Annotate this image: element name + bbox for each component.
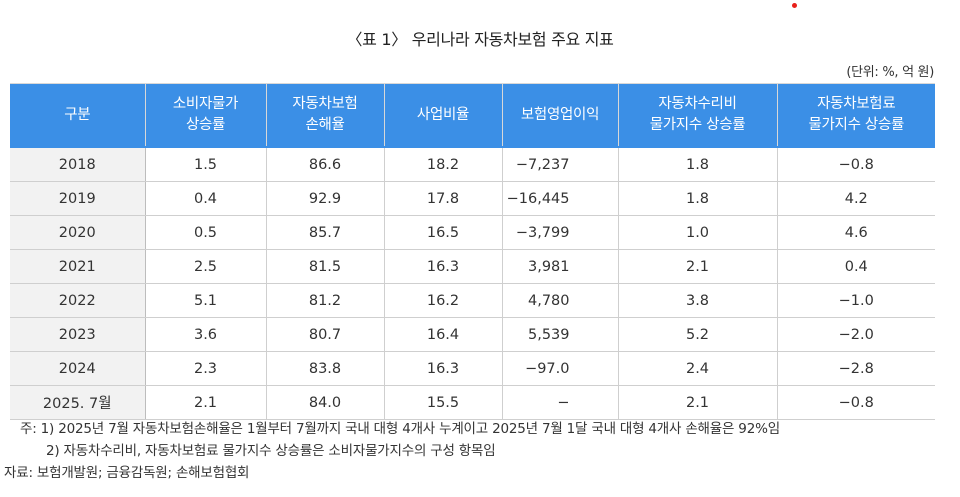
cell-premium-index: −2.8: [776, 351, 935, 386]
cell-year: 2024: [10, 351, 146, 386]
red-marker-dot: [792, 3, 797, 8]
cell-expense-ratio: 16.3: [383, 249, 502, 284]
cell-cpi-growth: 1.5: [144, 146, 266, 182]
cell-underwriting-profit: −3,799: [501, 215, 618, 250]
cell-expense-ratio: 16.5: [383, 215, 502, 250]
table-row: 2023 3.6 80.7 16.4 5,539 5.2 −2.0: [10, 317, 935, 352]
cell-expense-ratio: 16.3: [383, 351, 502, 386]
cell-cpi-growth: 2.5: [144, 249, 266, 284]
cell-cpi-growth: 0.4: [144, 181, 266, 216]
table-row: 2021 2.5 81.5 16.3 3,981 2.1 0.4: [10, 249, 935, 284]
cell-year: 2025. 7월: [10, 385, 146, 420]
cell-year: 2022: [10, 283, 146, 318]
cell-cpi-growth: 2.3: [144, 351, 266, 386]
cell-repair-cost-index: 1.8: [617, 181, 777, 216]
header-label-line: 소비자물가: [172, 96, 239, 112]
cell-premium-index: 0.4: [776, 249, 935, 284]
cell-underwriting-profit: 3,981: [501, 249, 618, 284]
header-label-line: 구분: [64, 106, 91, 123]
cell-repair-cost-index: 1.8: [617, 146, 777, 182]
footnote-1: 주: 1) 2025년 7월 자동차보험손해율은 1월부터 7월까지 국내 대형…: [20, 421, 780, 437]
cell-year: 2020: [10, 215, 146, 250]
cell-underwriting-profit: −7,237: [501, 146, 618, 182]
cell-repair-cost-index: 2.1: [617, 249, 777, 284]
cell-repair-cost-index: 5.2: [617, 317, 777, 352]
cell-expense-ratio: 17.8: [383, 181, 502, 216]
header-label-line: 물가지수 상승률: [649, 117, 746, 133]
notes-section: 주: 1) 2025년 7월 자동차보험손해율은 1월부터 7월까지 국내 대형…: [0, 418, 960, 484]
cell-loss-ratio: 80.7: [265, 317, 384, 352]
cell-year: 2018: [10, 146, 146, 182]
table-row: 2018 1.5 86.6 18.2 −7,237 1.8 −0.8: [10, 146, 935, 182]
unit-label: (단위: %, 억 원): [846, 65, 934, 80]
cell-cpi-growth: 2.1: [144, 385, 266, 420]
header-row: 구분 소비자물가 상승률 자동차보험 손해율 사업비율 보험영업이익 자동차수리비 물가지수 상…: [10, 83, 935, 147]
header-label-line: 물가지수 상승률: [808, 117, 905, 133]
cell-expense-ratio: 15.5: [383, 385, 502, 420]
cell-loss-ratio: 92.9: [265, 181, 384, 216]
cell-loss-ratio: 83.8: [265, 351, 384, 386]
cell-repair-cost-index: 2.4: [617, 351, 777, 386]
header-label-line: 손해율: [305, 117, 345, 133]
cell-loss-ratio: 81.2: [265, 283, 384, 318]
cell-underwriting-profit: −97.0: [501, 351, 618, 386]
header-label-line: 상승률: [185, 117, 226, 133]
header-label-line: 보험영업이익: [520, 106, 600, 123]
header-underwriting-profit: 보험영업이익: [501, 83, 619, 147]
cell-premium-index: −2.0: [776, 317, 935, 352]
cell-year: 2019: [10, 181, 146, 216]
cell-expense-ratio: 18.2: [383, 146, 502, 182]
header-expense-ratio: 사업비율: [383, 83, 503, 147]
header-label-line: 자동차보험: [292, 96, 358, 112]
table-row: 2020 0.5 85.7 16.5 −3,799 1.0 4.6: [10, 215, 935, 250]
cell-loss-ratio: 85.7: [265, 215, 384, 250]
cell-cpi-growth: 3.6: [144, 317, 266, 352]
source-line: 자료: 보험개발원; 금융감독원; 손해보험협회: [4, 465, 250, 481]
table-title: 〈표 1〉 우리나라 자동차보험 주요 지표: [346, 30, 614, 49]
header-category: 구분: [10, 83, 146, 147]
header-label-line: 자동차보험료: [817, 96, 896, 112]
cell-loss-ratio: 84.0: [265, 385, 384, 420]
cell-underwriting-profit: 4,780: [501, 283, 618, 318]
cell-expense-ratio: 16.4: [383, 317, 502, 352]
table-row: 2019 0.4 92.9 17.8 −16,445 1.8 4.2: [10, 181, 935, 216]
cell-premium-index: −1.0: [776, 283, 935, 318]
cell-repair-cost-index: 3.8: [617, 283, 777, 318]
cell-year: 2021: [10, 249, 146, 284]
cell-loss-ratio: 81.5: [265, 249, 384, 284]
cell-premium-index: −0.8: [776, 385, 935, 420]
cell-premium-index: −0.8: [776, 146, 935, 182]
table-body: 2018 1.5 86.6 18.2 −7,237 1.8 −0.8 2019 0.4 92.9 1…: [10, 146, 935, 420]
cell-underwriting-profit: −: [501, 385, 618, 420]
cell-premium-index: 4.6: [776, 215, 935, 250]
footnote-2: 2) 자동차수리비, 자동차보험료 물가지수 상승률은 소비자물가지수의 구성 …: [46, 443, 496, 459]
header-label-line: 자동차수리비: [658, 96, 737, 112]
cell-repair-cost-index: 2.1: [617, 385, 777, 420]
cell-cpi-growth: 5.1: [144, 283, 266, 318]
cell-year: 2023: [10, 317, 146, 352]
cell-underwriting-profit: 5,539: [501, 317, 618, 352]
table-row: 2022 5.1 81.2 16.2 4,780 3.8 −1.0: [10, 283, 935, 318]
table-row: 2025. 7월 2.1 84.0 15.5−2.1 −0.8: [10, 385, 935, 420]
cell-underwriting-profit: −16,445: [501, 181, 618, 216]
cell-loss-ratio: 86.6: [265, 146, 384, 182]
cell-repair-cost-index: 1.0: [617, 215, 777, 250]
cell-cpi-growth: 0.5: [144, 215, 266, 250]
header-label-line: 사업비율: [416, 106, 470, 123]
table-row: 2024 2.3 83.8 16.3 −97.0 2.4 −2.8: [10, 351, 935, 386]
cell-premium-index: 4.2: [776, 181, 935, 216]
cell-expense-ratio: 16.2: [383, 283, 502, 318]
indicators-table: 구분 소비자물가 상승률 자동차보험 손해율 사업비율 보험영업이익 자동차수리비 물가지수 상…: [10, 83, 935, 420]
